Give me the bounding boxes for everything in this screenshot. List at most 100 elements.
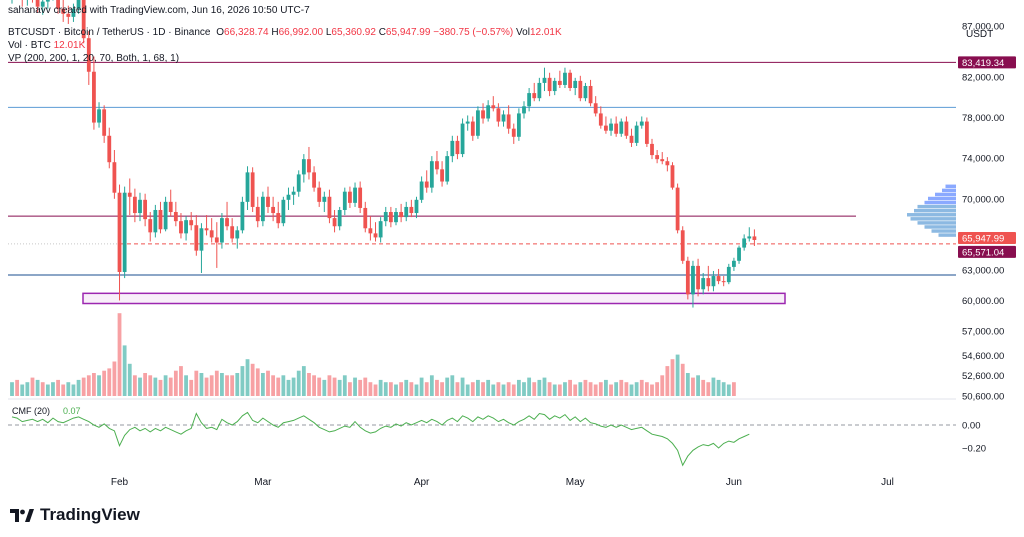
volume-bar <box>271 375 276 396</box>
candle-body <box>163 201 168 230</box>
price-tick-label: 70,000.00 <box>962 194 1004 205</box>
volume-bar <box>522 382 526 396</box>
time-axis[interactable]: Feb Mar Apr May Jun Jul <box>111 477 894 488</box>
candle-body <box>614 123 619 134</box>
volume-bar <box>726 384 731 396</box>
volume-profile-legend[interactable]: VP (200, 200, 1, 20, 70, Both, 1, 68, 1) <box>8 53 179 64</box>
candle-body <box>348 191 352 203</box>
candle-body <box>424 181 429 188</box>
volume-bar <box>112 361 117 396</box>
candle-body <box>465 121 470 124</box>
volume-profile-bar <box>924 200 956 205</box>
volume-bar <box>307 373 311 396</box>
volume-profile-bar <box>924 225 956 229</box>
volume-bar <box>675 354 680 396</box>
candle-body <box>332 218 337 227</box>
candle-body <box>619 121 624 134</box>
support-zone-box <box>82 292 786 305</box>
volume-bar <box>348 382 352 396</box>
volume-bar <box>163 375 168 396</box>
volume-bar <box>573 384 578 396</box>
symbol-name[interactable]: BTCUSDT · Bitcoin / TetherUS · 1D · Bina… <box>8 27 211 38</box>
volume-bar <box>660 375 665 396</box>
volume-bar <box>327 375 332 396</box>
volume-bar <box>358 379 363 396</box>
open-value: 66,328.74 <box>224 27 269 38</box>
volume-bar <box>511 384 516 396</box>
high-value: 66,992.00 <box>278 27 324 38</box>
volume-bar <box>51 382 55 396</box>
candle-body <box>112 162 117 193</box>
candle-body <box>691 265 695 295</box>
candle-body <box>609 123 613 131</box>
candle-body <box>537 82 542 99</box>
volume-profile-bar <box>942 188 956 193</box>
volume-bar <box>476 379 480 396</box>
volume-bar <box>665 366 670 396</box>
volume-bar <box>117 313 122 396</box>
candle-body <box>358 187 363 208</box>
candle-body <box>71 8 76 17</box>
candle-body <box>419 181 424 200</box>
candle-body <box>327 196 332 219</box>
volume-bar <box>701 379 706 396</box>
volume-bar <box>624 382 629 396</box>
volume-bar <box>45 384 50 396</box>
candle-body <box>455 140 460 155</box>
candle-body <box>317 187 322 202</box>
volume-bar <box>122 345 127 396</box>
volume-bar <box>255 368 260 396</box>
volume-bar <box>56 379 60 396</box>
volume-bar <box>711 377 716 396</box>
volume-bar <box>409 382 414 396</box>
candle-body <box>220 218 224 243</box>
volume-bar <box>542 377 547 396</box>
candle-body <box>61 8 66 14</box>
volume-bar <box>491 384 496 396</box>
volume-bar <box>388 382 393 396</box>
price-tick-label: 60,000.00 <box>962 296 1004 307</box>
volume-bar <box>291 377 296 396</box>
volume-bar <box>266 370 270 396</box>
candle-body <box>747 236 752 239</box>
volume-bar <box>332 377 337 396</box>
volume-bar <box>322 379 327 396</box>
candle-body <box>286 194 291 200</box>
low-label: L <box>325 27 332 38</box>
candle-body <box>522 106 526 114</box>
volume-bar <box>481 382 485 396</box>
price-tick-label: 50,600.00 <box>962 392 1004 403</box>
candle-body <box>404 206 409 218</box>
price-tick-label: 78,000.00 <box>962 113 1004 124</box>
volume-bar <box>260 373 265 396</box>
candle-body <box>291 191 296 195</box>
candle-body <box>604 125 608 131</box>
price-tick-label: 82,000.00 <box>962 72 1004 83</box>
volume-bar <box>286 379 291 396</box>
cmf-tick-label: 0.00 <box>962 421 981 432</box>
candle-body <box>578 80 583 99</box>
tradingview-logo[interactable]: TradingView <box>10 505 140 525</box>
volume-profile-bar <box>928 196 956 201</box>
candle-body <box>629 135 634 143</box>
volume-bar <box>143 373 148 396</box>
volume-bar <box>220 373 224 396</box>
candle-body <box>143 199 148 220</box>
candle-body <box>45 0 50 2</box>
volume-bar <box>578 382 583 396</box>
candle-body <box>250 172 255 207</box>
candle-body <box>81 0 86 39</box>
candle-body <box>696 265 700 290</box>
candle-body <box>552 80 557 92</box>
volume-bar <box>614 382 619 396</box>
volume-bar <box>650 384 654 396</box>
volume-bar <box>204 377 209 396</box>
volume-bar <box>583 379 588 396</box>
symbol-legend[interactable]: BTCUSDT · Bitcoin / TetherUS · 1D · Bina… <box>8 27 562 38</box>
volume-bar <box>609 384 613 396</box>
volume-legend[interactable]: Vol · BTC 12.01K <box>8 40 85 51</box>
price-label-text: 65,947.99 <box>962 233 1004 244</box>
volume-bar <box>194 370 199 396</box>
